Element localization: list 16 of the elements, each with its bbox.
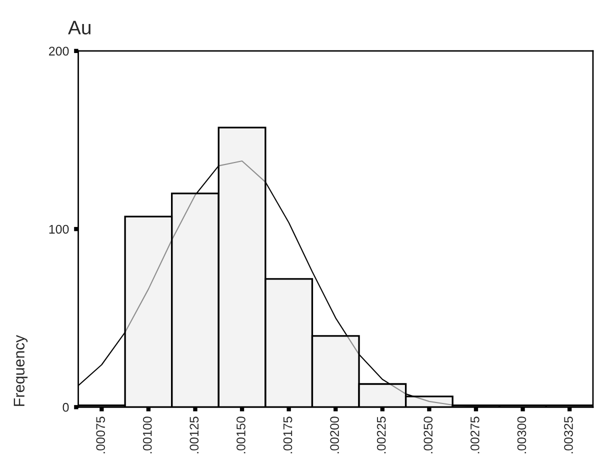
x-tick-label: .00075: [96, 416, 106, 454]
y-axis-title: Frequency: [14, 334, 28, 406]
x-tick-label: .00175: [283, 416, 292, 454]
x-tick-label: .00200: [330, 416, 339, 454]
x-tick-label: .00250: [424, 416, 433, 454]
x-tick-label: .00150: [236, 416, 246, 454]
y-tick-label: 0: [62, 402, 69, 412]
x-tick-label: .00300: [517, 416, 526, 454]
y-tick-label: 200: [49, 46, 69, 56]
x-tick-label: .00275: [470, 416, 480, 454]
y-tick-label: 100: [49, 224, 69, 234]
x-tick-label: .00100: [142, 416, 152, 454]
x-tick-label: .00125: [190, 416, 199, 454]
x-tick-label: .00225: [376, 416, 386, 454]
x-tick-label: .00325: [564, 416, 573, 454]
chart-title: Au: [68, 20, 90, 34]
